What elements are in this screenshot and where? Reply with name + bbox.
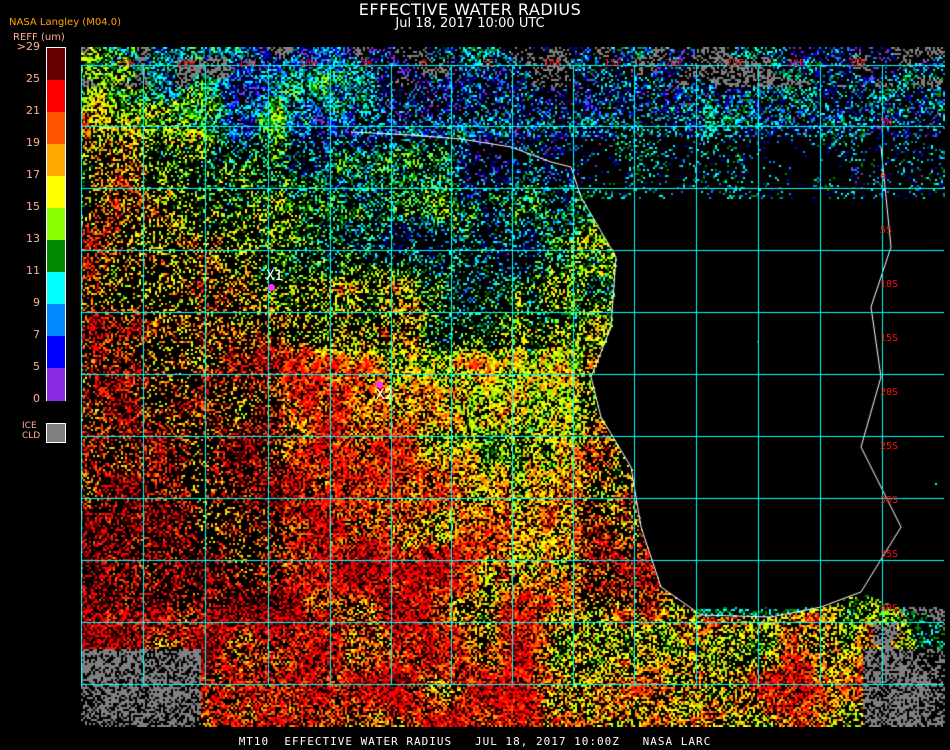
longitude-label: 25E xyxy=(726,58,745,69)
latitude-label: 30S xyxy=(880,495,899,506)
longitude-label: 5W xyxy=(360,58,373,69)
legend-swatch xyxy=(47,336,65,369)
longitude-label: 30E xyxy=(787,58,806,69)
legend-tick: 5 xyxy=(33,360,40,373)
marker-x1-dot xyxy=(268,284,275,291)
latitude-label: 15S xyxy=(880,333,899,344)
legend-tick: 17 xyxy=(26,168,40,181)
longitude-label: 15W xyxy=(238,58,257,69)
marker-x2-dot xyxy=(376,381,383,388)
legend-tick: 0 xyxy=(33,392,40,405)
longitude-label: 10E xyxy=(543,58,562,69)
legend-swatch xyxy=(47,304,65,337)
product-timestamp: Jul 18, 2017 10:00 UTC xyxy=(395,16,545,31)
longitude-label: 35E xyxy=(848,58,867,69)
latitude-label: 40S xyxy=(880,603,899,614)
legend-tick: 21 xyxy=(26,104,40,117)
marker-x1-label: X1 xyxy=(266,268,283,284)
legend-unit: REFF (um) xyxy=(13,32,65,43)
longitude-label: 20W xyxy=(177,58,196,69)
legend-tick: 9 xyxy=(33,296,40,309)
cld-label: CLD xyxy=(22,431,41,441)
latitude-label: 35S xyxy=(880,549,899,560)
legend-swatch xyxy=(47,272,65,305)
ice-cloud-swatch xyxy=(46,423,66,443)
legend-swatch xyxy=(47,112,65,145)
product-title: EFFECTIVE WATER RADIUS xyxy=(358,0,582,19)
organization-label: NASA Langley (M04.0) xyxy=(9,17,121,28)
footer-caption: MT10 EFFECTIVE WATER RADIUS JUL 18, 2017… xyxy=(238,735,712,748)
legend-tick: 11 xyxy=(26,264,40,277)
longitude-label: 10W xyxy=(299,58,318,69)
ice-label: ICE xyxy=(22,421,37,431)
color-legend-bar xyxy=(46,47,66,401)
legend-swatch xyxy=(47,80,65,113)
legend-tick: 7 xyxy=(33,328,40,341)
marker-x2-label: X2 xyxy=(376,387,393,403)
longitude-label: 25W xyxy=(116,58,135,69)
legend-swatch xyxy=(47,240,65,273)
legend-tick: 19 xyxy=(26,136,40,149)
legend-swatch xyxy=(47,48,65,81)
legend-tick: >29 xyxy=(16,40,40,53)
legend-tick: 15 xyxy=(26,200,40,213)
legend-swatch xyxy=(47,208,65,241)
legend-swatch xyxy=(47,368,65,401)
latitude-label: 20S xyxy=(880,387,899,398)
legend-tick: 13 xyxy=(26,232,40,245)
satellite-map xyxy=(81,47,945,727)
longitude-label: 15E xyxy=(604,58,623,69)
longitude-label: 20E xyxy=(665,58,684,69)
latitude-label: 5S xyxy=(880,225,893,236)
latitude-label: 0 xyxy=(880,171,887,182)
latitude-label: 5N xyxy=(880,117,893,128)
longitude-label: 5E xyxy=(482,58,495,69)
legend-swatch xyxy=(47,144,65,177)
legend-swatch xyxy=(47,176,65,209)
ice-cloud-label: ICE CLD xyxy=(22,421,40,441)
latitude-label: 10S xyxy=(880,279,899,290)
legend-tick: 25 xyxy=(26,72,40,85)
longitude-label: 0 xyxy=(421,58,428,69)
latitude-label: 25S xyxy=(880,441,899,452)
